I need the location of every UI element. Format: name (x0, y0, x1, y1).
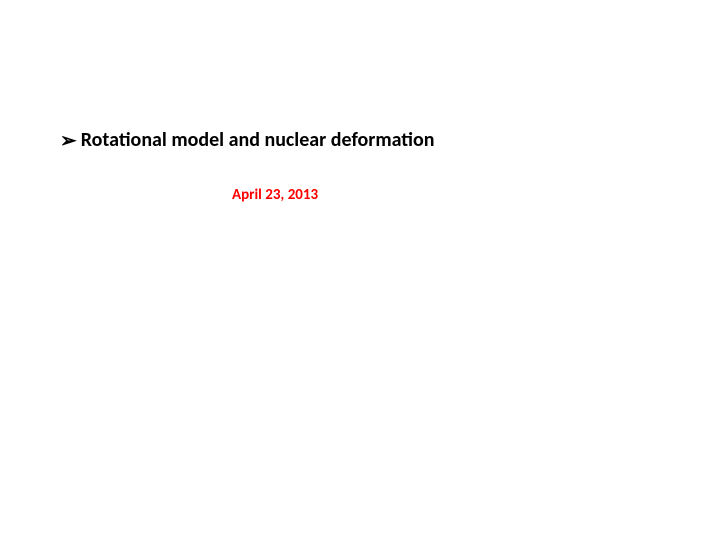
title-line: ➢ Rotational model and nuclear deformati… (60, 128, 660, 152)
slide-date: April 23, 2013 (232, 186, 660, 204)
bullet-arrow-icon: ➢ (60, 131, 77, 151)
slide-content: ➢ Rotational model and nuclear deformati… (60, 128, 660, 204)
slide-title: Rotational model and nuclear deformation (81, 128, 435, 152)
